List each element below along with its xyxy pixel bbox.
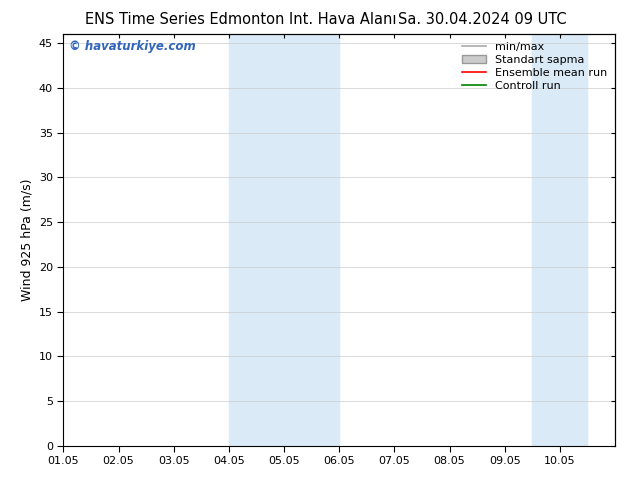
Y-axis label: Wind 925 hPa (m/s): Wind 925 hPa (m/s) xyxy=(20,179,34,301)
Legend: min/max, Standart sapma, Ensemble mean run, Controll run: min/max, Standart sapma, Ensemble mean r… xyxy=(457,38,612,95)
Text: © havaturkiye.com: © havaturkiye.com xyxy=(69,41,196,53)
Text: ENS Time Series Edmonton Int. Hava Alanı: ENS Time Series Edmonton Int. Hava Alanı xyxy=(85,12,397,27)
Text: Sa. 30.04.2024 09 UTC: Sa. 30.04.2024 09 UTC xyxy=(398,12,566,27)
Bar xyxy=(229,34,339,446)
Bar xyxy=(533,34,588,446)
